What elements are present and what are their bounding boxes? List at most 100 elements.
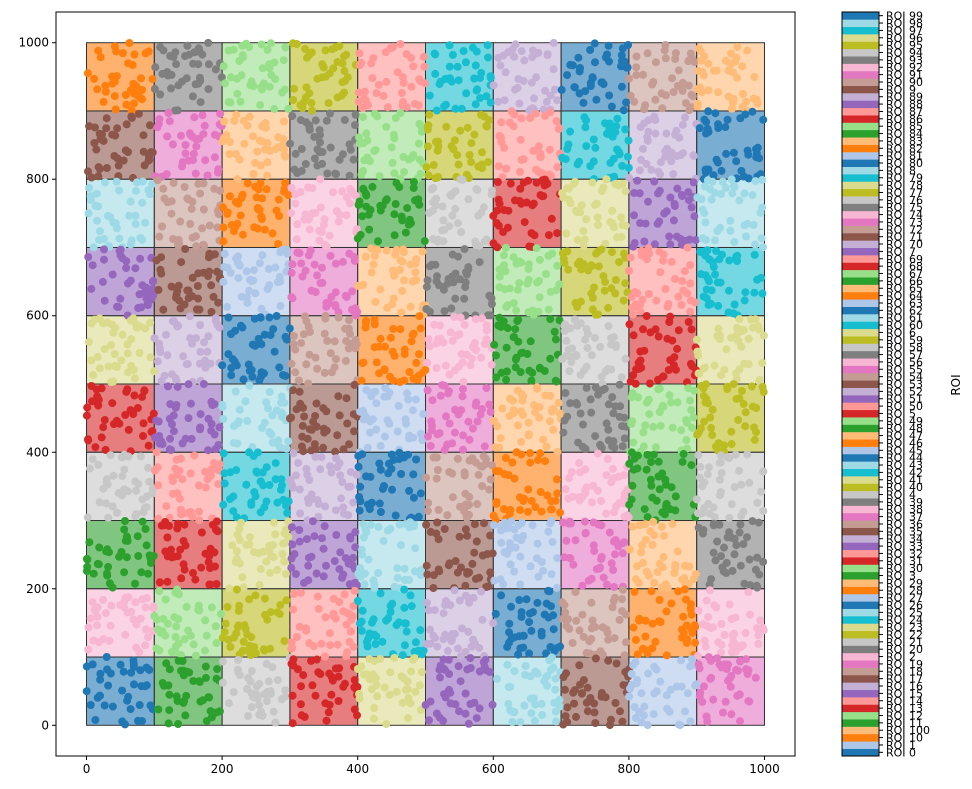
- data-point: [743, 533, 751, 542]
- data-point: [202, 631, 211, 640]
- data-point: [706, 674, 715, 683]
- data-point: [629, 371, 638, 380]
- data-point: [730, 629, 738, 638]
- data-point: [691, 681, 700, 690]
- data-point: [90, 139, 99, 147]
- data-point: [535, 255, 544, 264]
- data-point: [162, 502, 171, 511]
- data-point: [735, 196, 744, 205]
- data-point: [301, 160, 310, 168]
- data-point: [666, 356, 675, 365]
- data-point: [584, 576, 593, 585]
- data-point: [180, 635, 189, 644]
- data-point: [323, 336, 332, 345]
- data-point: [562, 621, 571, 630]
- data-point: [291, 570, 300, 578]
- data-point: [560, 326, 569, 335]
- data-point: [746, 315, 755, 324]
- data-point: [630, 239, 639, 247]
- data-point: [112, 72, 121, 81]
- data-point: [689, 575, 698, 584]
- colorbar-segment: [842, 586, 879, 595]
- data-point: [289, 590, 298, 598]
- data-point: [100, 416, 109, 424]
- data-point: [164, 108, 173, 117]
- data-point: [207, 603, 216, 612]
- data-point: [151, 433, 159, 442]
- data-point: [471, 100, 480, 109]
- data-point: [749, 94, 758, 103]
- data-point: [354, 97, 363, 106]
- data-point: [367, 268, 376, 277]
- colorbar-segment: [842, 476, 879, 484]
- data-point: [366, 472, 375, 481]
- data-point: [604, 436, 613, 445]
- data-point: [84, 253, 93, 261]
- data-point: [552, 644, 561, 653]
- data-point: [497, 118, 506, 127]
- data-point: [253, 448, 262, 457]
- data-point: [278, 88, 287, 97]
- data-point: [288, 260, 297, 269]
- data-point: [225, 138, 234, 146]
- data-point: [108, 79, 117, 88]
- data-point: [483, 41, 492, 50]
- data-point: [460, 245, 469, 254]
- data-point: [516, 368, 525, 377]
- data-point: [539, 566, 548, 575]
- colorbar-tick-label: ROI 92: [886, 61, 923, 74]
- y-tick-label: 800: [26, 172, 49, 186]
- colorbar-segment: [842, 638, 879, 646]
- data-point: [270, 347, 279, 356]
- data-point: [153, 463, 162, 472]
- data-point: [561, 608, 570, 617]
- data-point: [717, 451, 726, 460]
- data-point: [390, 210, 399, 219]
- colorbar-segment: [842, 218, 879, 226]
- data-point: [386, 608, 395, 616]
- data-point: [422, 473, 431, 482]
- data-point: [472, 398, 481, 407]
- data-point: [484, 116, 493, 125]
- colorbar-tick-label: ROI 4: [886, 488, 916, 501]
- data-point: [578, 610, 587, 619]
- data-point: [611, 550, 619, 559]
- data-point: [225, 584, 234, 593]
- data-point: [432, 474, 441, 483]
- data-point: [566, 399, 575, 408]
- data-point: [635, 707, 644, 716]
- colorbar-segment: [842, 520, 879, 528]
- colorbar-tick-label: ROI 88: [886, 98, 923, 111]
- data-point: [459, 431, 468, 440]
- data-point: [281, 686, 290, 695]
- data-point: [263, 171, 272, 180]
- data-point: [386, 524, 395, 533]
- data-point: [307, 48, 316, 57]
- data-point: [174, 639, 183, 648]
- data-point: [289, 661, 298, 670]
- data-point: [90, 123, 99, 132]
- data-point: [489, 521, 498, 530]
- data-point: [565, 517, 574, 526]
- data-point: [618, 442, 627, 451]
- data-point: [645, 290, 653, 298]
- data-point: [503, 223, 512, 232]
- colorbar-segment: [842, 196, 879, 204]
- colorbar-tick-label: ROI 85: [886, 120, 923, 133]
- data-point: [331, 259, 340, 268]
- data-point: [196, 98, 205, 107]
- data-point: [722, 345, 731, 354]
- data-point: [132, 186, 140, 195]
- data-point: [343, 193, 351, 202]
- data-point: [245, 381, 254, 390]
- data-point: [493, 206, 502, 215]
- data-point: [288, 719, 297, 728]
- data-point: [669, 88, 678, 97]
- data-point: [233, 89, 242, 98]
- data-point: [224, 699, 233, 708]
- data-point: [707, 423, 716, 432]
- data-point: [280, 529, 289, 538]
- data-point: [497, 522, 506, 531]
- data-point: [607, 365, 616, 374]
- colorbar-tick-label: ROI 28: [886, 584, 923, 597]
